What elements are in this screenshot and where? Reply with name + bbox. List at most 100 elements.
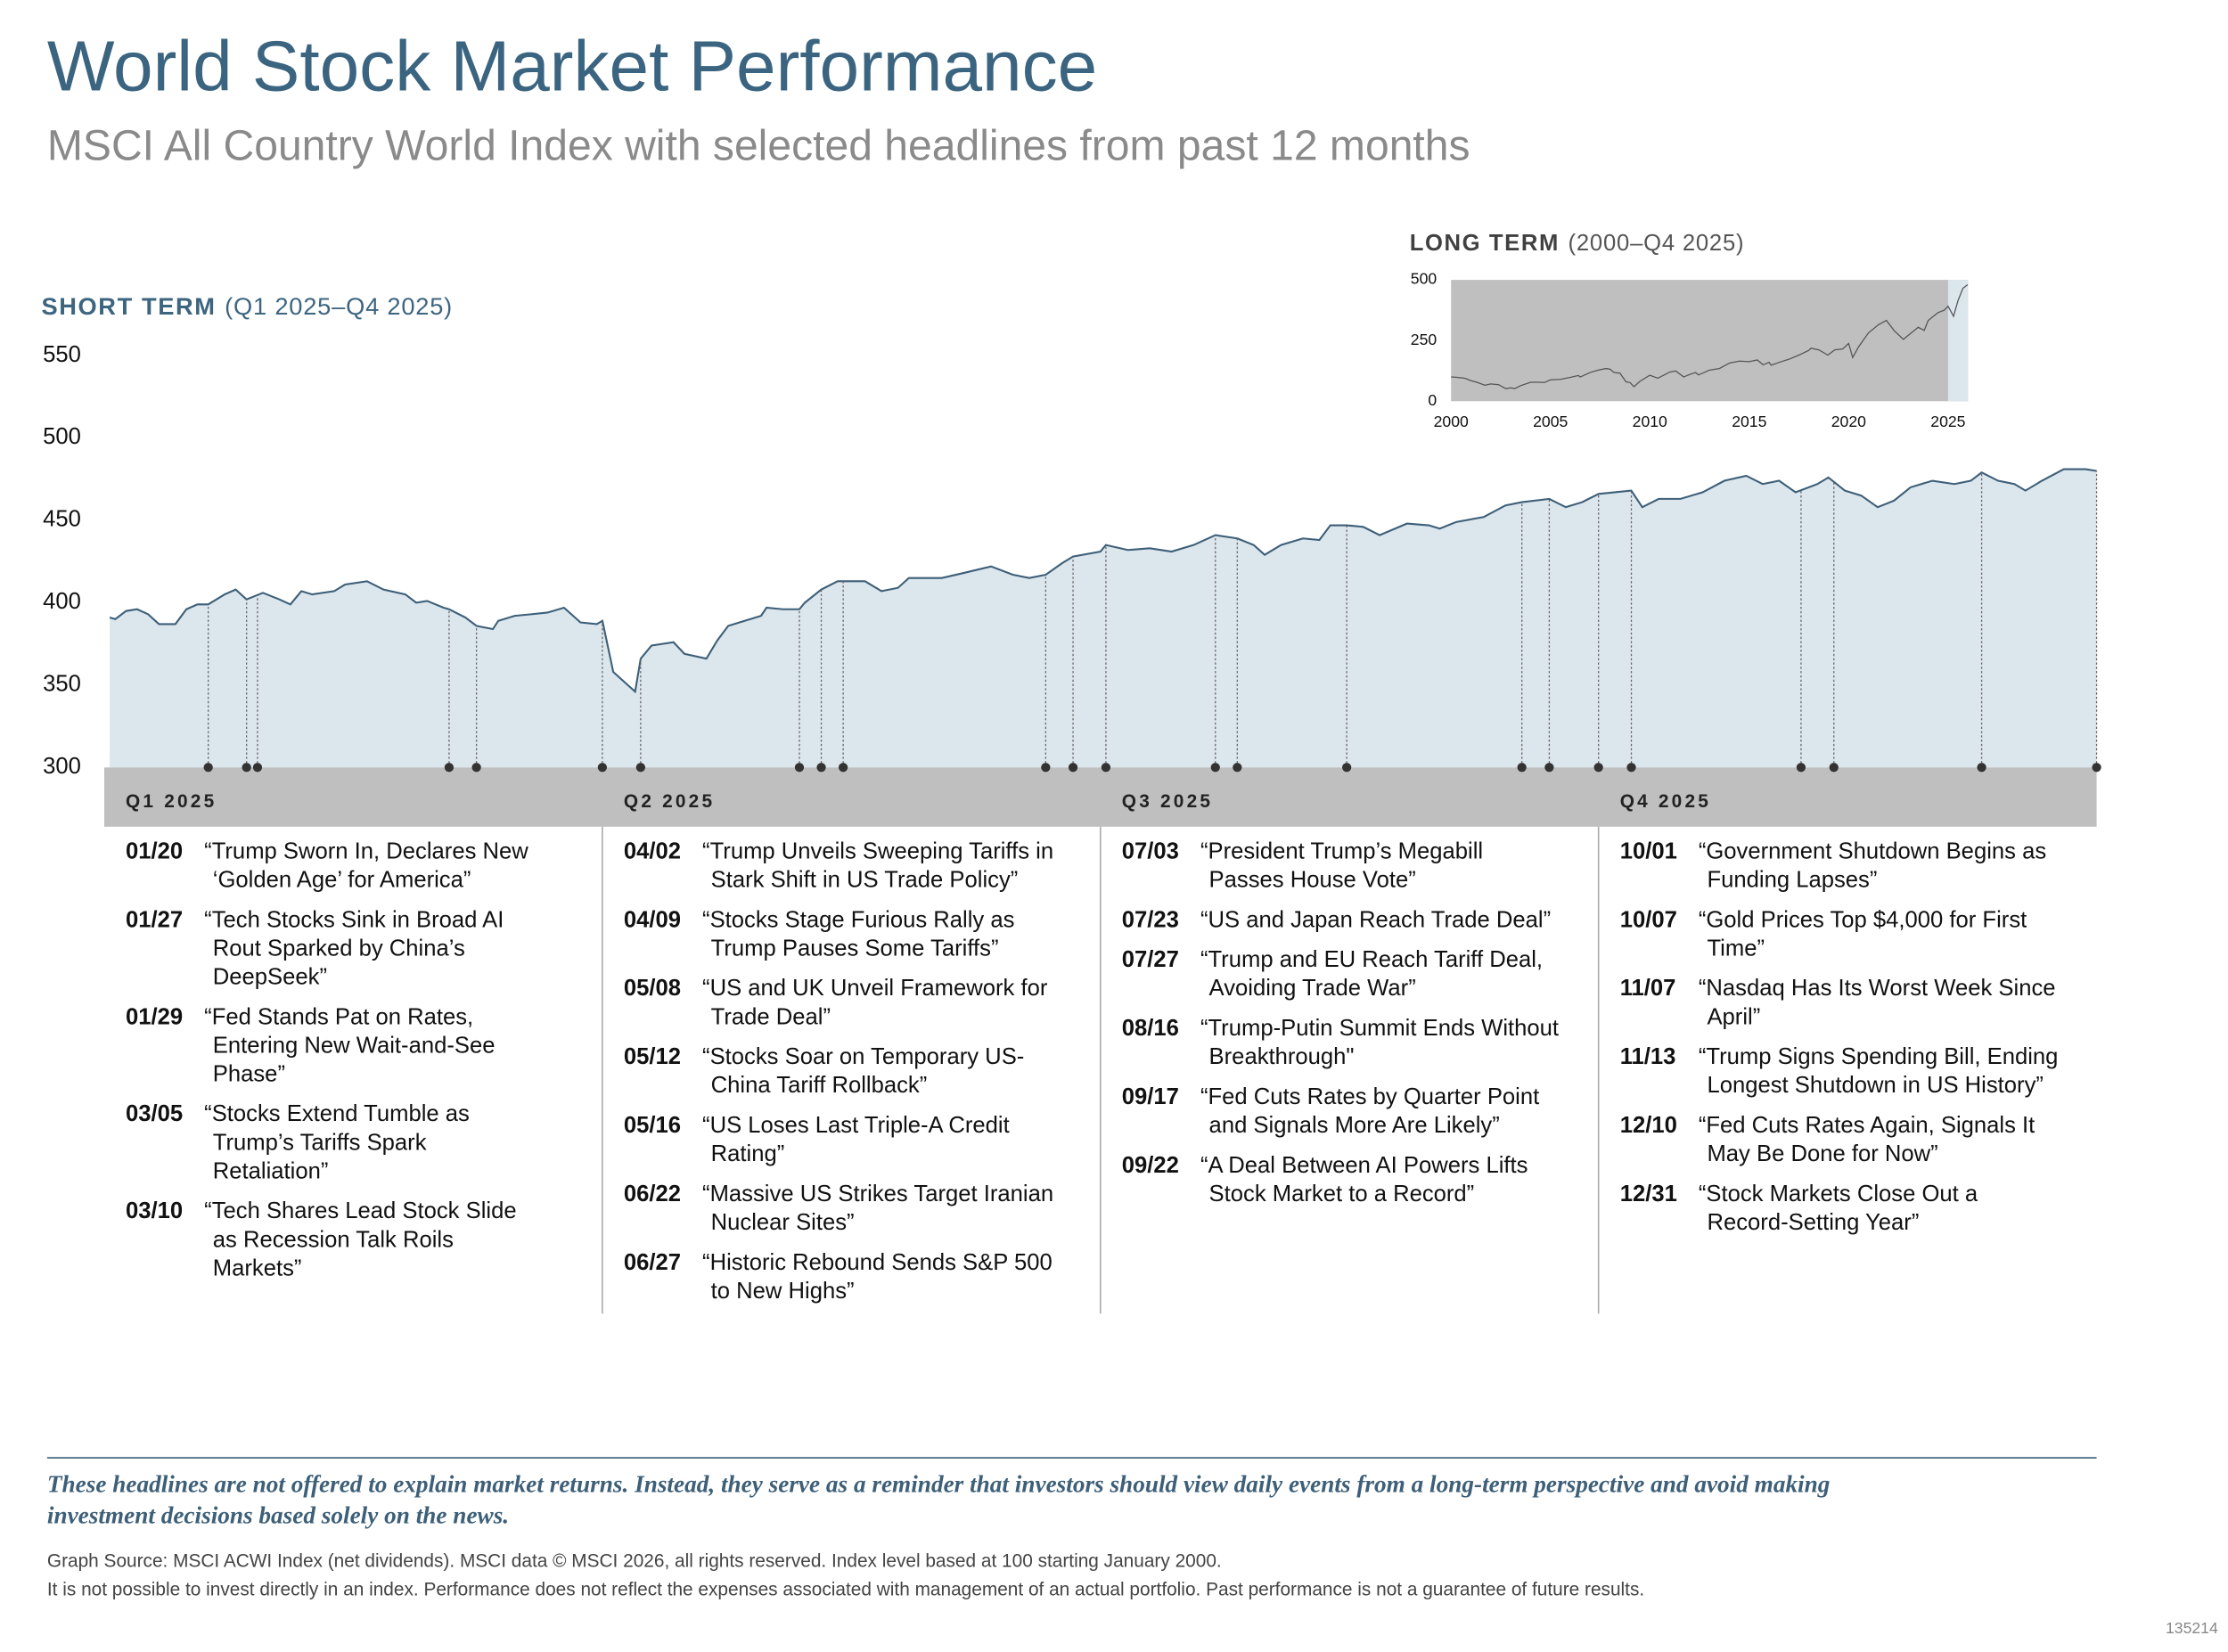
headline-date: 09/22 bbox=[1122, 1153, 1179, 1178]
headline-text: “Trump Sworn In, Declares New bbox=[204, 838, 528, 863]
headline-date: 11/13 bbox=[1620, 1044, 1676, 1069]
line bbox=[1451, 284, 1969, 389]
disclaimer: These headlines are not offered to expla… bbox=[47, 1470, 1831, 1497]
quarter-band bbox=[103, 767, 2097, 827]
headline-date: 07/03 bbox=[1122, 838, 1179, 863]
headline-date: 11/07 bbox=[1620, 976, 1676, 1001]
headline-text: “Government Shutdown Begins as bbox=[1699, 838, 2046, 863]
headline-marker bbox=[597, 763, 608, 773]
chart-heading: LONG TERM (2000–Q4 2025) bbox=[1410, 231, 1745, 256]
headline-marker bbox=[2092, 763, 2101, 773]
headline-text: China Tariff Rollback” bbox=[711, 1073, 928, 1098]
line bbox=[109, 468, 2097, 694]
headline-text: Markets” bbox=[213, 1255, 302, 1280]
headline-text: “Fed Cuts Rates Again, Signals It bbox=[1699, 1113, 2035, 1138]
headline-marker bbox=[816, 763, 826, 773]
headline-marker bbox=[444, 763, 455, 773]
document-code: 135214 bbox=[2166, 1619, 2218, 1637]
headline-date: 05/16 bbox=[624, 1113, 681, 1138]
y-tick-label: 250 bbox=[1411, 331, 1438, 348]
headline-text: “Tech Shares Lead Stock Slide bbox=[204, 1198, 516, 1223]
headline-date: 07/23 bbox=[1122, 907, 1179, 932]
headline-date: 12/10 bbox=[1620, 1113, 1677, 1138]
headline-marker bbox=[794, 763, 805, 773]
headline-text: “Historic Rebound Sends S&P 500 bbox=[702, 1250, 1053, 1275]
headline-text: Trump Pauses Some Tariffs” bbox=[711, 936, 999, 961]
headline-date: 04/09 bbox=[624, 907, 681, 932]
headline-marker bbox=[1101, 763, 1111, 773]
headline-text: Longest Shutdown in US History” bbox=[1707, 1073, 2043, 1098]
headline-text: “President Trump’s Megabill bbox=[1200, 838, 1483, 863]
headline-text: Breakthrough" bbox=[1209, 1044, 1355, 1069]
headline-marker bbox=[838, 763, 848, 773]
page-title: World Stock Market Performance bbox=[47, 25, 1097, 105]
headline-text: “US and UK Unveil Framework for bbox=[702, 976, 1048, 1001]
headline-text: “Gold Prices Top $4,000 for First bbox=[1699, 907, 2027, 932]
headline-text: Avoiding Trade War” bbox=[1209, 976, 1416, 1001]
headline-date: 08/16 bbox=[1122, 1016, 1179, 1041]
source-note: It is not possible to invest directly in… bbox=[47, 1580, 1644, 1600]
headline-text: Funding Lapses” bbox=[1707, 867, 1877, 892]
headline-marker bbox=[471, 763, 481, 773]
area bbox=[110, 469, 2097, 768]
headline-text: “Stocks Extend Tumble as bbox=[204, 1101, 470, 1126]
source-note: Graph Source: MSCI ACWI Index (net divid… bbox=[47, 1551, 1222, 1572]
headline-marker bbox=[1342, 763, 1352, 773]
chart-subtitle: (2000–Q4 2025) bbox=[1569, 231, 1745, 256]
headline-marker bbox=[1977, 763, 1986, 773]
headline-marker bbox=[1829, 763, 1839, 773]
headline-text: “Fed Cuts Rates by Quarter Point bbox=[1200, 1084, 1539, 1109]
headline-text: “Nasdaq Has Its Worst Week Since bbox=[1699, 976, 2056, 1001]
headline-text: “US and Japan Reach Trade Deal” bbox=[1200, 907, 1551, 932]
y-tick-label: 400 bbox=[43, 589, 81, 614]
headline-date: 07/27 bbox=[1122, 947, 1179, 972]
headline-text: “Stocks Soar on Temporary US- bbox=[702, 1044, 1024, 1069]
headline-text: Rating” bbox=[711, 1141, 785, 1166]
headline-marker bbox=[1544, 763, 1554, 773]
highlight-band bbox=[1947, 280, 1969, 402]
y-tick-label: 350 bbox=[43, 672, 81, 697]
y-tick-label: 550 bbox=[43, 342, 81, 367]
headline-date: 01/27 bbox=[126, 907, 183, 932]
headline-text: Phase” bbox=[213, 1061, 285, 1086]
headline-text: “Trump and EU Reach Tariff Deal, bbox=[1200, 947, 1543, 972]
x-tick-label: 2010 bbox=[1633, 413, 1667, 430]
headline-marker bbox=[1796, 763, 1806, 773]
headline-text: Time” bbox=[1707, 936, 1765, 961]
headline-marker bbox=[242, 763, 251, 773]
headline-text: as Recession Talk Roils bbox=[213, 1227, 454, 1252]
quarter-label: Q3 2025 bbox=[1122, 791, 1213, 812]
headline-marker bbox=[635, 763, 646, 773]
headline-text: and Signals More Are Likely” bbox=[1209, 1113, 1500, 1138]
headline-text: “Stock Markets Close Out a bbox=[1699, 1182, 1978, 1206]
y-tick-label: 450 bbox=[43, 507, 81, 532]
y-tick-label: 300 bbox=[43, 754, 81, 779]
headline-text: May Be Done for Now” bbox=[1707, 1141, 1937, 1166]
headline-text: “Massive US Strikes Target Iranian bbox=[702, 1182, 1053, 1206]
headline-text: Stark Shift in US Trade Policy” bbox=[711, 867, 1019, 892]
headline-marker bbox=[1068, 763, 1078, 773]
headline-date: 05/12 bbox=[624, 1044, 681, 1069]
headline-marker bbox=[252, 763, 263, 773]
headline-text: “Trump-Putin Summit Ends Without bbox=[1200, 1016, 1559, 1041]
headline-text: “Tech Stocks Sink in Broad AI bbox=[204, 907, 504, 932]
headline-date: 09/17 bbox=[1122, 1084, 1179, 1109]
chart-heading: SHORT TERM (Q1 2025–Q4 2025) bbox=[41, 292, 453, 320]
headline-text: Retaliation” bbox=[213, 1158, 329, 1183]
headline-date: 06/27 bbox=[624, 1250, 681, 1275]
headline-date: 06/22 bbox=[624, 1182, 681, 1206]
headline-date: 03/05 bbox=[126, 1101, 183, 1126]
headline-text: “Stocks Stage Furious Rally as bbox=[702, 907, 1014, 932]
headline-text: Stock Market to a Record” bbox=[1209, 1182, 1475, 1206]
headline-text: “A Deal Between AI Powers Lifts bbox=[1200, 1153, 1528, 1178]
headline-text: ‘Golden Age’ for America” bbox=[213, 867, 471, 892]
chart-title: LONG TERM bbox=[1410, 231, 1560, 256]
headline-marker bbox=[1210, 763, 1220, 773]
headline-marker bbox=[1233, 763, 1242, 773]
headline-date: 05/08 bbox=[624, 976, 681, 1001]
x-tick-label: 2005 bbox=[1533, 413, 1568, 430]
plot-background bbox=[1451, 280, 1969, 402]
headline-text: Rout Sparked by China’s bbox=[213, 936, 465, 961]
